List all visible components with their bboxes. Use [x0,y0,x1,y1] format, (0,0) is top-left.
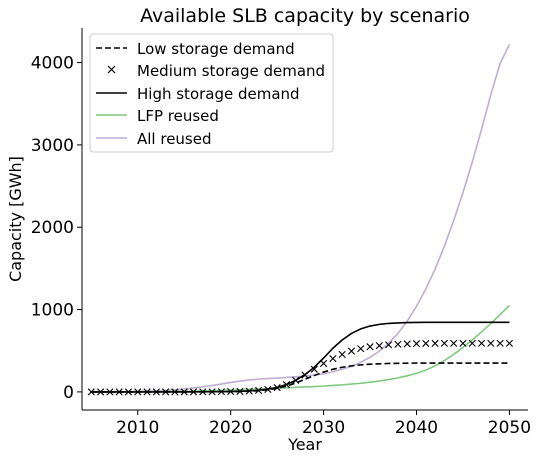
legend-box [89,33,334,153]
medium-storage-demand-point [450,339,458,347]
medium-storage-demand-point [338,350,346,359]
x-tick-label: 2050 [488,418,531,438]
medium-storage-demand-point [477,339,486,347]
medium-storage-demand-point [143,388,151,396]
medium-storage-demand-point [292,376,300,384]
x-tick-label: 2040 [395,418,438,438]
medium-storage-demand-point [357,345,365,353]
medium-storage-demand-point [301,371,309,379]
high-storage-demand-line [91,321,510,393]
low-storage-demand-line [91,362,510,393]
medium-storage-demand-point [487,339,495,347]
y-tick-label: 4000 [31,54,74,74]
x-tick-label: 2020 [209,418,252,438]
medium-storage-demand-point [264,385,272,394]
medium-storage-demand-point [152,388,160,396]
medium-storage-demand-point [310,365,318,373]
medium-storage-demand-point [459,339,467,347]
legend-label-all: All reused [137,130,212,148]
medium-storage-demand-point [208,388,216,396]
medium-storage-demand-point [162,388,170,396]
medium-storage-demand-point [366,343,374,351]
medium-storage-demand-point [375,342,383,350]
x-ticks: 2010 2020 2030 2040 2050 [116,410,531,438]
medium-storage-demand-point [199,388,207,396]
y-tick-label: 2000 [31,218,74,238]
medium-storage-demand-point [227,387,235,396]
y-axis-label: Capacity [GWh] [6,156,25,282]
medium-storage-demand-point [254,386,263,394]
y-ticks: 0 1000 2000 3000 4000 [31,54,82,403]
legend-label-high: High storage demand [137,85,300,103]
y-tick-label: 3000 [31,136,74,156]
x-tick-label: 2030 [302,418,345,438]
medium-storage-demand-point [245,387,253,395]
medium-storage-demand-point [217,388,225,396]
medium-storage-demand-point [87,388,95,396]
medium-storage-demand-point [385,341,393,349]
legend-label-lfp: LFP reused [137,107,219,125]
medium-storage-demand-point [189,388,198,396]
medium-storage-demand-point [468,339,476,347]
x-axis-label: Year [287,435,322,454]
x-tick-label: 2010 [116,418,159,438]
medium-storage-demand-point [115,388,123,396]
medium-storage-demand-point [329,354,337,363]
medium-storage-demand-point [347,347,356,355]
medium-storage-demand-point [273,384,281,392]
medium-storage-demand-point [319,359,328,368]
medium-storage-demand-point [282,381,291,389]
y-tick-label: 1000 [31,301,74,321]
medium-storage-demand-point [422,339,430,348]
legend-label-low: Low storage demand [137,40,295,58]
medium-storage-demand-point [180,388,188,396]
medium-storage-demand-point [496,339,504,347]
chart-title: Available SLB capacity by scenario [140,5,470,27]
medium-storage-demand-point [124,388,133,396]
medium-storage-demand-point [96,388,105,396]
legend: Low storage demand Medium storage demand… [89,33,334,153]
medium-storage-demand-point [171,388,179,396]
medium-storage-demand-point [403,340,411,348]
y-tick-label: 0 [63,383,74,403]
legend-marker-medium [107,65,116,74]
medium-storage-demand-point [505,339,514,347]
medium-storage-demand-point [106,388,114,396]
medium-storage-demand-point [134,388,142,396]
medium-storage-demand-point [412,340,421,348]
all-reused-line [91,44,511,393]
legend-label-medium: Medium storage demand [137,62,325,80]
medium-storage-demand-point [440,339,448,347]
medium-storage-demand-point [431,339,439,347]
medium-storage-demand-point [394,340,402,348]
medium-storage-demand-point [236,387,244,395]
series-layer [87,44,514,396]
